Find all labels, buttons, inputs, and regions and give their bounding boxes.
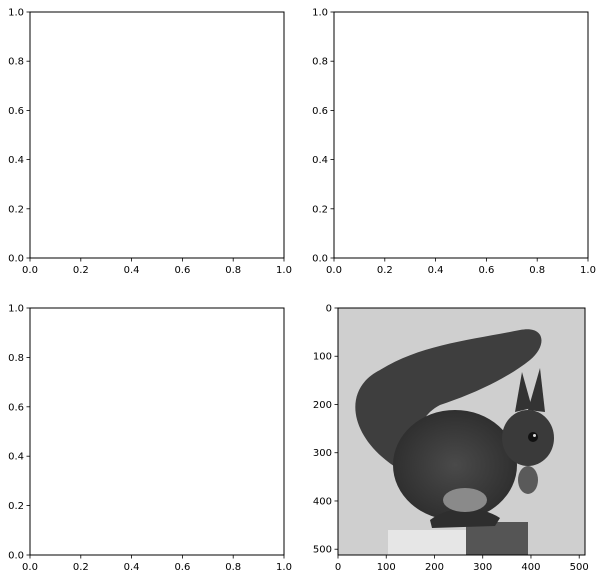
y-tick-label: 0.8: [8, 353, 24, 364]
squirrel-eye: [528, 432, 538, 442]
x-ticks: 0.0 0.2 0.4 0.6 0.8 1.0: [22, 258, 292, 276]
y-tick-label: 400: [313, 496, 332, 507]
x-tick-label: 500: [570, 562, 589, 573]
squirrel-image: [338, 308, 585, 555]
y-tick-label: 0.6: [8, 402, 24, 413]
squirrel-body: [393, 410, 517, 520]
axes-frame: [29, 307, 285, 556]
squirrel-eye-highlight: [533, 434, 536, 437]
y-tick-label: 0.4: [8, 155, 24, 166]
x-tick-label: 0.8: [225, 265, 241, 276]
y-tick-label: 0.0: [8, 551, 24, 562]
x-tick-label: 300: [473, 562, 492, 573]
x-tick-label: 1.0: [276, 562, 292, 573]
x-tick-label: 0.2: [73, 562, 89, 573]
x-tick-label: 0.6: [478, 265, 494, 276]
post-dark: [466, 522, 528, 555]
axes-bottom-right-image: 0 100 200 300 400 500 0 100 200 300 400 500: [313, 304, 589, 574]
y-tick-label: 300: [313, 448, 332, 459]
x-tick-label: 200: [425, 562, 444, 573]
squirrel-belly: [443, 488, 487, 512]
axes-frame: [333, 11, 589, 259]
axes-bottom-left: 0.0 0.2 0.4 0.6 0.8 1.0 0.0 0.2 0.4 0.6 0.8 1.0: [8, 304, 292, 574]
x-tick-label: 0.0: [22, 562, 38, 573]
y-tick-label: 0.2: [8, 204, 24, 215]
squirrel-tail: [355, 329, 542, 470]
y-ticks: 0.0 0.2 0.4 0.6 0.8 1.0: [8, 8, 30, 265]
axes-top-left: 0.0 0.2 0.4 0.6 0.8 1.0 0.0 0.2 0.4 0.6 0.8 1.0: [8, 8, 292, 277]
squirrel-feet: [430, 508, 500, 528]
y-tick-label: 500: [313, 545, 332, 556]
y-tick-label: 0.6: [312, 106, 328, 117]
y-tick-label: 1.0: [8, 304, 24, 315]
x-tick-label: 0.8: [225, 562, 241, 573]
squirrel-head: [502, 410, 554, 466]
x-tick-label: 0: [335, 562, 341, 573]
squirrel-ear-left: [515, 372, 532, 412]
y-tick-label: 200: [313, 400, 332, 411]
x-tick-label: 0.6: [174, 265, 190, 276]
y-tick-label: 0.4: [312, 155, 328, 166]
x-tick-label: 0.4: [124, 562, 140, 573]
y-tick-label: 0.0: [312, 254, 328, 265]
y-tick-label: 1.0: [312, 8, 328, 19]
y-tick-label: 0.6: [8, 106, 24, 117]
x-tick-label: 0.6: [174, 562, 190, 573]
y-tick-label: 0.2: [8, 501, 24, 512]
x-tick-label: 400: [521, 562, 540, 573]
y-tick-label: 0.0: [8, 254, 24, 265]
y-tick-label: 0.4: [8, 452, 24, 463]
y-ticks: 0 100 200 300 400 500: [313, 304, 338, 556]
squirrel-paw: [518, 466, 538, 494]
y-tick-label: 0.8: [8, 57, 24, 68]
x-tick-label: 0.0: [326, 265, 342, 276]
y-tick-label: 100: [313, 352, 332, 363]
x-tick-label: 0.4: [124, 265, 140, 276]
x-ticks: 0.0 0.2 0.4 0.6 0.8 1.0: [326, 258, 596, 276]
y-tick-label: 1.0: [8, 8, 24, 19]
x-ticks: 0.0 0.2 0.4 0.6 0.8 1.0: [22, 555, 292, 573]
x-tick-label: 1.0: [276, 265, 292, 276]
x-tick-label: 0.2: [377, 265, 393, 276]
squirrel-ear-right: [528, 368, 545, 412]
y-tick-label: 0.2: [312, 204, 328, 215]
y-ticks: 0.0 0.2 0.4 0.6 0.8 1.0: [8, 304, 30, 562]
x-tick-label: 0.0: [22, 265, 38, 276]
x-tick-label: 0.2: [73, 265, 89, 276]
y-tick-label: 0: [326, 304, 332, 315]
y-tick-label: 0.8: [312, 57, 328, 68]
x-tick-label: 100: [377, 562, 396, 573]
y-ticks: 0.0 0.2 0.4 0.6 0.8 1.0: [312, 8, 334, 265]
x-tick-label: 0.8: [529, 265, 545, 276]
axes-top-right: 0.0 0.2 0.4 0.6 0.8 1.0 0.0 0.2 0.4 0.6 0.8 1.0: [312, 8, 596, 277]
axes-frame: [337, 307, 586, 556]
post-light: [388, 530, 466, 555]
axes-frame: [29, 11, 285, 259]
x-tick-label: 0.4: [428, 265, 444, 276]
x-ticks: 0 100 200 300 400 500: [335, 555, 589, 573]
x-tick-label: 1.0: [580, 265, 596, 276]
